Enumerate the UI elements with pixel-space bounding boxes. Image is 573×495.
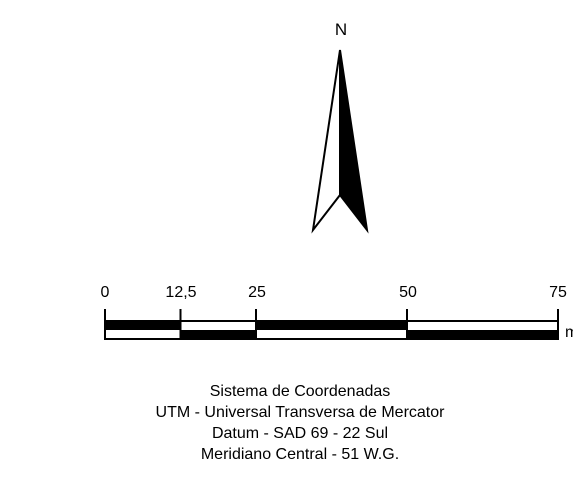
scale-tick-label-0: 0	[100, 284, 110, 301]
info-line-2: UTM - Universal Transversa de Mercator	[155, 404, 445, 421]
scale-tick-label-25: 25	[248, 284, 266, 301]
scale-unit-label: m	[565, 324, 573, 341]
scale-segment-top-3	[407, 321, 558, 330]
scale-segment-bottom-1	[180, 330, 256, 339]
scale-segment-bottom-2	[256, 330, 407, 339]
scale-segment-top-0	[105, 321, 181, 330]
projection-info: Sistema de Coordenadas UTM - Universal T…	[90, 381, 510, 465]
info-line-4: Meridiano Central - 51 W.G.	[200, 446, 400, 463]
info-line-3: Datum - SAD 69 - 22 Sul	[211, 425, 389, 442]
scale-segment-bottom-3	[407, 330, 558, 339]
north-arrow-right-half	[339, 49, 369, 234]
scale-segment-bottom-0	[105, 330, 181, 339]
north-arrow-icon	[311, 49, 369, 234]
scale-tick-label-12-5: 12,5	[165, 284, 197, 301]
info-line-1: Sistema de Coordenadas	[209, 383, 391, 400]
scale-tick-label-50: 50	[399, 284, 417, 301]
scale-tick-label-75: 75	[549, 284, 567, 301]
north-label: N	[334, 20, 348, 39]
scale-segment-top-2	[256, 321, 407, 330]
scale-segment-top-1	[180, 321, 256, 330]
